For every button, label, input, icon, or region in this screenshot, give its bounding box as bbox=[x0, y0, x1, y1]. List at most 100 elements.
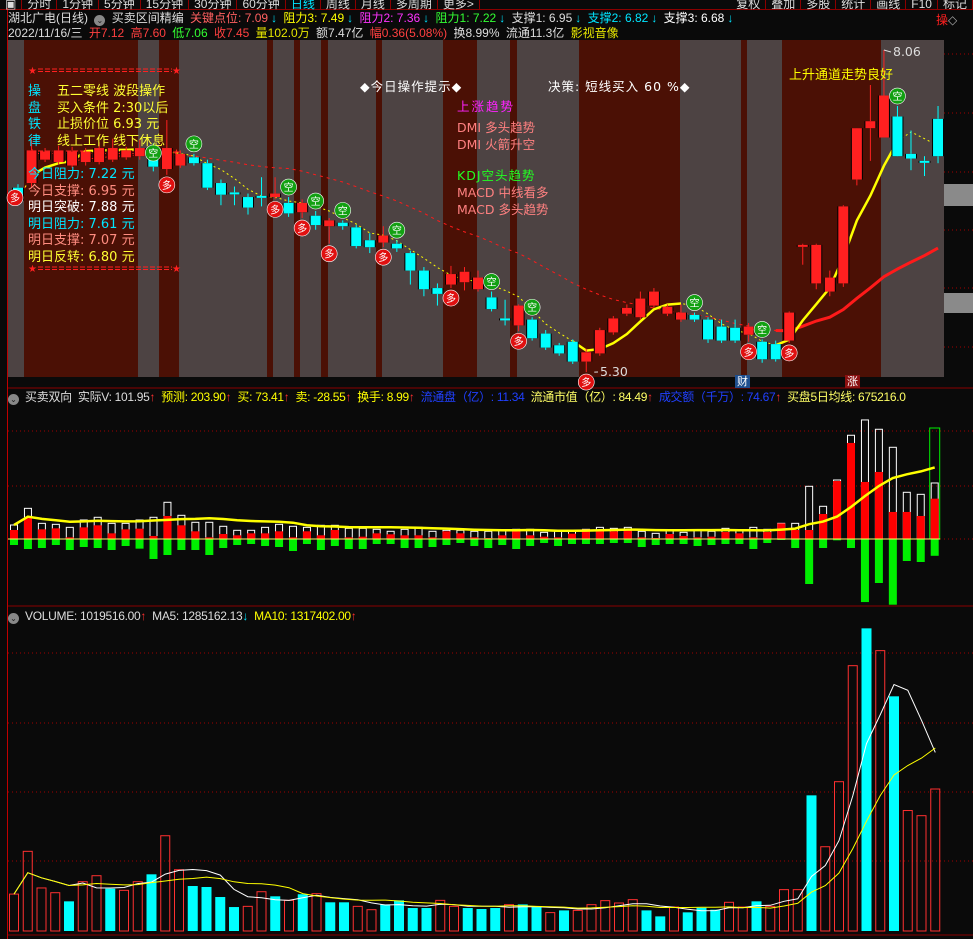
candle-body bbox=[757, 341, 768, 360]
operate-mark[interactable]: 操◇ bbox=[936, 11, 957, 28]
tab-6[interactable]: 日线 bbox=[286, 0, 321, 10]
level-text: 今日支撑: 6.95 元 bbox=[28, 183, 135, 199]
sell-bar bbox=[484, 539, 493, 548]
tab-3[interactable]: 15分钟 bbox=[141, 0, 190, 10]
sell-bar bbox=[860, 539, 869, 603]
toolbar-icon[interactable]: ▣ bbox=[0, 0, 23, 10]
sell-bar bbox=[930, 539, 939, 556]
toolbar-button-2[interactable]: 多股 bbox=[801, 0, 837, 10]
buy-bar bbox=[107, 533, 116, 539]
background-band bbox=[159, 40, 179, 377]
candle bbox=[323, 218, 336, 244]
quote-open: 开7.12 bbox=[88, 26, 125, 40]
tab-1[interactable]: 1分钟 bbox=[57, 0, 100, 10]
volume-bar bbox=[861, 628, 872, 931]
toolbar-button-4[interactable]: 画线 bbox=[871, 0, 907, 10]
arrow-down-icon: ↓ bbox=[423, 11, 430, 25]
tab-7[interactable]: 周线 bbox=[321, 0, 356, 10]
candle bbox=[187, 153, 200, 166]
signal-label: 空 bbox=[757, 323, 767, 336]
buy-bar bbox=[595, 531, 604, 539]
buy-signal-icon: 多 bbox=[6, 189, 24, 207]
candle-body bbox=[933, 118, 944, 157]
candle-body bbox=[770, 344, 781, 360]
candle-body bbox=[851, 128, 862, 180]
panel-dropdown-icon[interactable]: ⌄ bbox=[8, 394, 19, 405]
sell-bar bbox=[470, 539, 479, 546]
sell-bar bbox=[847, 539, 855, 548]
tab-9[interactable]: 多周期 bbox=[391, 0, 438, 10]
sell-bar bbox=[902, 539, 911, 561]
quote-sector[interactable]: 影视音像 bbox=[570, 26, 619, 40]
limit-up-marker[interactable]: 涨 bbox=[845, 375, 860, 388]
bs-actual-value: 实际V: 101.95 bbox=[77, 390, 150, 404]
buy-bar bbox=[316, 535, 325, 539]
finance-event-marker[interactable]: 财 bbox=[735, 375, 750, 388]
signal-label: 空 bbox=[338, 204, 348, 217]
tab-4[interactable]: 30分钟 bbox=[189, 0, 238, 10]
signal-circle bbox=[753, 321, 771, 338]
signal-label: 多 bbox=[446, 292, 456, 305]
candle bbox=[106, 138, 119, 163]
sell-bar bbox=[400, 539, 409, 548]
volume-bar bbox=[256, 891, 267, 932]
tab-10[interactable]: 更多> bbox=[438, 0, 480, 10]
volume-bar bbox=[820, 846, 831, 932]
sell-signal-icon: 空 bbox=[388, 221, 406, 239]
signal-label: 空 bbox=[311, 195, 321, 208]
buy-bar bbox=[805, 529, 814, 539]
panel-dropdown-icon[interactable]: ⌄ bbox=[8, 613, 19, 624]
buy-bar bbox=[135, 528, 144, 539]
rule-key: 操 bbox=[28, 84, 42, 99]
candle-body bbox=[148, 157, 159, 167]
background-band bbox=[376, 40, 382, 377]
indicator-dropdown-icon[interactable]: ⌄ bbox=[94, 15, 106, 26]
toolbar-button-5[interactable]: F10 bbox=[906, 0, 938, 10]
background-band bbox=[881, 40, 944, 377]
toolbar-button-3[interactable]: 统计 bbox=[836, 0, 872, 10]
bs-name[interactable]: 买卖双向 bbox=[25, 390, 72, 404]
sell-bar bbox=[191, 539, 200, 550]
buy-bar bbox=[470, 537, 479, 539]
signal-label: 多 bbox=[581, 376, 591, 389]
candle-body bbox=[215, 183, 226, 195]
candle-body bbox=[662, 306, 673, 314]
volume-bar bbox=[930, 788, 941, 932]
candle bbox=[444, 265, 457, 289]
volume-bar bbox=[229, 907, 239, 931]
tab-0[interactable]: 分时 bbox=[22, 0, 58, 10]
signal-circle bbox=[280, 178, 297, 196]
volume-bar bbox=[297, 894, 308, 931]
candle bbox=[647, 288, 660, 308]
candle bbox=[553, 342, 566, 356]
buy-bar bbox=[261, 533, 270, 539]
toolbar-button-0[interactable]: 复权 bbox=[731, 0, 767, 10]
buy-bar bbox=[191, 531, 200, 539]
candle-body bbox=[459, 271, 470, 283]
sell-bar bbox=[874, 539, 883, 583]
tab-2[interactable]: 5分钟 bbox=[99, 0, 141, 10]
volume-text: VOLUME: 1019516.00 bbox=[25, 609, 141, 623]
side-button bbox=[944, 293, 973, 313]
candle-body bbox=[297, 202, 308, 213]
tab-8[interactable]: 月线 bbox=[356, 0, 391, 10]
sell-bar bbox=[791, 539, 800, 548]
rule-key: 铁 bbox=[28, 117, 42, 132]
star-icon: ★ bbox=[28, 264, 37, 275]
toolbar-button-1[interactable]: 叠加 bbox=[766, 0, 802, 10]
candle-body bbox=[188, 157, 199, 164]
candle-body bbox=[391, 243, 402, 249]
signal-label: 多 bbox=[324, 248, 334, 261]
sell-bar bbox=[233, 539, 242, 545]
buy-bar bbox=[177, 525, 186, 539]
candle-body bbox=[635, 298, 646, 318]
indicator-name[interactable]: 买卖区间精编 bbox=[111, 11, 184, 25]
arrow-up-icon: ↑ bbox=[225, 390, 232, 404]
candle bbox=[918, 156, 931, 177]
signal-label: 多 bbox=[10, 192, 20, 205]
toolbar-button-6[interactable]: 标记 bbox=[938, 0, 973, 10]
arrow-down-icon: ↓ bbox=[727, 11, 734, 25]
sell-bar bbox=[763, 539, 772, 543]
tab-5[interactable]: 60分钟 bbox=[237, 0, 286, 10]
